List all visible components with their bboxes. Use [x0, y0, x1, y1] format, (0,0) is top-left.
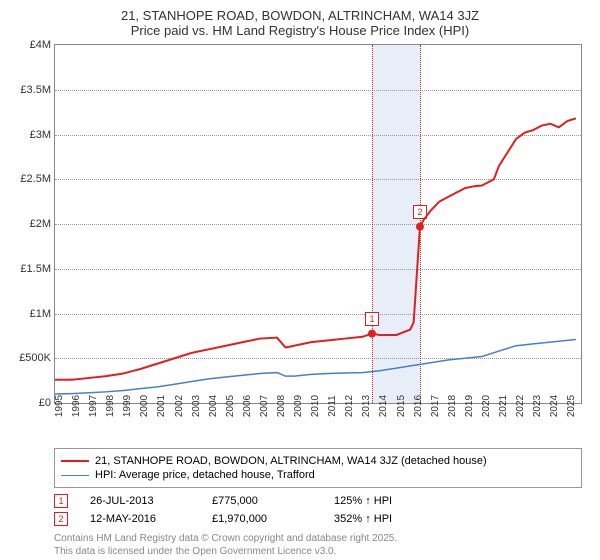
footer: Contains HM Land Registry data © Crown c… [54, 532, 582, 558]
x-axis-label: 1998 [105, 395, 116, 417]
y-axis-label: £2M [30, 218, 51, 230]
x-axis-label: 2017 [430, 395, 441, 417]
sale-marker: 2 [54, 512, 68, 526]
x-axis-label: 2013 [361, 395, 372, 417]
x-axis-label: 2006 [242, 395, 253, 417]
x-axis-label: 2000 [139, 395, 150, 417]
chart-subtitle: Price paid vs. HM Land Registry's House … [12, 23, 588, 38]
series-line [55, 118, 576, 379]
sale-date: 12-MAY-2016 [90, 513, 190, 525]
x-axis-label: 2007 [259, 395, 270, 417]
x-axis-label: 1995 [54, 395, 65, 417]
y-axis-label: £0 [39, 397, 51, 409]
footer-line: This data is licensed under the Open Gov… [54, 545, 582, 558]
legend-item: 21, STANHOPE ROAD, BOWDON, ALTRINCHAM, W… [61, 455, 575, 467]
x-axis-label: 2016 [413, 395, 424, 417]
x-axis-label: 2003 [191, 395, 202, 417]
x-axis-label: 2002 [174, 395, 185, 417]
series-line [55, 339, 576, 394]
x-axis-label: 2021 [498, 395, 509, 417]
footer-line: Contains HM Land Registry data © Crown c… [54, 532, 582, 545]
x-axis-label: 2012 [344, 395, 355, 417]
sale-price: £775,000 [212, 495, 312, 507]
legend-item: HPI: Average price, detached house, Traf… [61, 469, 575, 481]
sale-price: £1,970,000 [212, 513, 312, 525]
y-axis-label: £1.5M [20, 263, 51, 275]
x-axis-label: 2001 [156, 395, 167, 417]
x-axis-label: 2005 [225, 395, 236, 417]
x-axis-ticks: 1995199619971998199920002001200220032004… [54, 404, 582, 444]
x-axis-label: 2014 [378, 395, 389, 417]
legend-label: 21, STANHOPE ROAD, BOWDON, ALTRINCHAM, W… [95, 455, 487, 467]
x-axis-label: 2008 [276, 395, 287, 417]
y-axis-label: £1M [30, 308, 51, 320]
x-axis-label: 2015 [396, 395, 407, 417]
sale-row: 2 12-MAY-2016 £1,970,000 352% ↑ HPI [54, 512, 582, 526]
legend: 21, STANHOPE ROAD, BOWDON, ALTRINCHAM, W… [54, 448, 582, 488]
y-axis-label: £2.5M [20, 173, 51, 185]
chart-title: 21, STANHOPE ROAD, BOWDON, ALTRINCHAM, W… [12, 8, 588, 23]
sale-delta: 125% ↑ HPI [334, 495, 392, 507]
x-axis-label: 1997 [88, 395, 99, 417]
sale-date: 26-JUL-2013 [90, 495, 190, 507]
sale-row: 1 26-JUL-2013 £775,000 125% ↑ HPI [54, 494, 582, 508]
sale-events: 1 26-JUL-2013 £775,000 125% ↑ HPI 2 12-M… [54, 494, 582, 526]
y-axis-label: £3.5M [20, 84, 51, 96]
sale-marker: 1 [54, 494, 68, 508]
y-axis-label: £4M [30, 39, 51, 51]
x-axis-label: 2018 [447, 395, 458, 417]
x-axis-label: 2023 [532, 395, 543, 417]
legend-swatch [61, 460, 89, 462]
x-axis-label: 1999 [122, 395, 133, 417]
x-axis-label: 2020 [481, 395, 492, 417]
x-axis-label: 1996 [71, 395, 82, 417]
x-axis-label: 2010 [310, 395, 321, 417]
x-axis-label: 2019 [464, 395, 475, 417]
x-axis-label: 2011 [327, 395, 338, 417]
x-axis-label: 2024 [549, 395, 560, 417]
legend-label: HPI: Average price, detached house, Traf… [95, 469, 315, 481]
y-axis-label: £3M [30, 129, 51, 141]
x-axis-label: 2022 [515, 395, 526, 417]
x-axis-label: 2004 [208, 395, 219, 417]
y-axis-label: £500K [19, 352, 51, 364]
chart-area: £0£500K£1M£1.5M£2M£2.5M£3M£3.5M£4M12 [54, 44, 582, 404]
legend-swatch [61, 475, 89, 476]
x-axis-label: 2025 [566, 395, 577, 417]
sale-delta: 352% ↑ HPI [334, 513, 392, 525]
x-axis-label: 2009 [293, 395, 304, 417]
